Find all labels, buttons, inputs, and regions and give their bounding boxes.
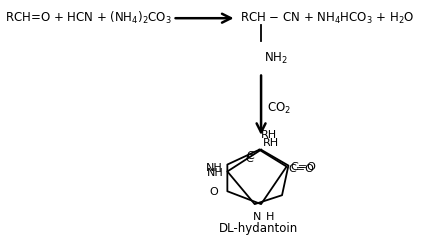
Text: RCH=O + HCN + (NH$_4$)$_2$CO$_3$: RCH=O + HCN + (NH$_4$)$_2$CO$_3$ [5,10,172,26]
Text: CO$_2$: CO$_2$ [267,101,290,116]
Text: C=O: C=O [288,164,314,173]
Text: C: C [245,154,253,164]
Text: NH: NH [207,168,224,178]
Text: O: O [209,187,218,197]
Text: C=O: C=O [290,162,316,172]
Text: N: N [253,212,262,222]
Text: RH: RH [261,130,277,140]
Text: NH$_2$: NH$_2$ [264,51,288,66]
Text: C: C [246,151,254,161]
Text: H: H [266,212,275,222]
Text: NH: NH [205,162,222,172]
Text: DL-hydantoin: DL-hydantoin [219,222,298,235]
Text: RCH $-$ CN + NH$_4$HCO$_3$ + H$_2$O: RCH $-$ CN + NH$_4$HCO$_3$ + H$_2$O [240,11,414,26]
Text: RH: RH [263,138,279,148]
